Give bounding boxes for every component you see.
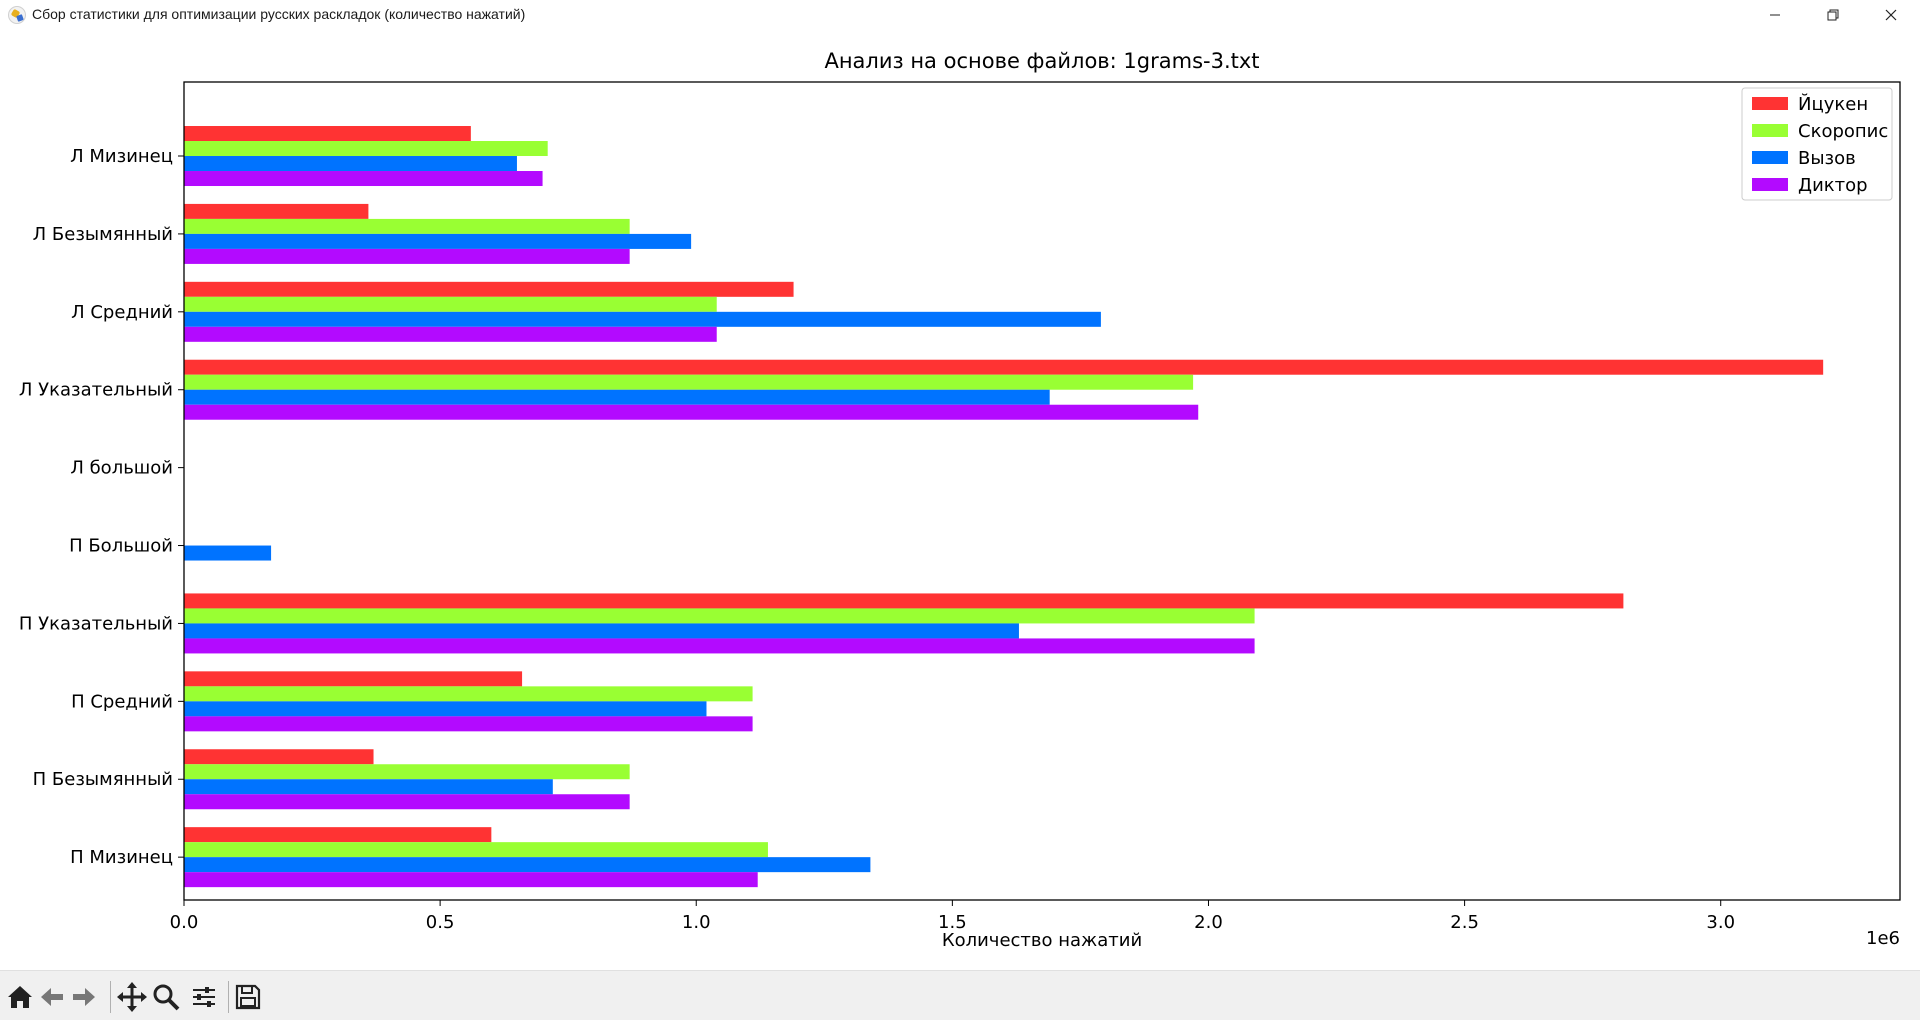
bar [184,546,271,561]
bar [184,623,1019,638]
back-button[interactable] [36,981,68,1013]
y-tick-label: Л большой [70,458,173,479]
x-offset-label: 1e6 [1866,928,1900,949]
bar [184,857,870,872]
configure-subplots-icon [190,983,218,1011]
bar [184,827,491,842]
x-tick-label: 2.0 [1194,912,1223,933]
y-tick-label: Л Мизинец [70,146,173,167]
configure-subplots-button[interactable] [188,981,220,1013]
window-controls [1746,0,1920,30]
y-tick-label: П Мизинец [70,847,173,868]
bar [184,126,471,141]
toolbar-separator [228,981,229,1013]
x-tick-label: 3.0 [1706,912,1735,933]
zoom-icon [152,983,180,1011]
chart-title: Анализ на основе файлов: 1grams-3.txt [824,49,1259,73]
save-button[interactable] [232,981,264,1013]
bar [184,842,768,857]
home-button[interactable] [4,981,36,1013]
save-icon [234,983,262,1011]
bar [184,282,794,297]
bar [184,390,1050,405]
bar [184,297,717,312]
bar [184,608,1255,623]
bar [184,327,717,342]
bar [184,764,630,779]
legend-swatch [1752,124,1788,137]
bar [184,204,368,219]
bar [184,794,630,809]
window-title: Сбор статистики для оптимизации русских … [32,6,525,22]
y-tick-label: Л Указательный [19,380,173,401]
y-tick-label: П Безымянный [33,769,173,790]
bar [184,701,706,716]
bar [184,249,630,264]
y-tick-label: П Большой [69,536,173,557]
restore-button[interactable] [1804,0,1862,30]
title-bar: Сбор статистики для оптимизации русских … [0,0,1920,30]
y-tick-label: П Средний [71,691,173,712]
bar [184,638,1255,653]
bar [184,360,1823,375]
toolbar-separator [110,981,111,1013]
home-icon [6,983,34,1011]
close-icon [1885,9,1897,21]
bar [184,234,691,249]
x-tick-label: 1.0 [682,912,711,933]
pan-icon [117,982,147,1012]
chart-area: Анализ на основе файлов: 1grams-3.txt Л … [0,30,1920,970]
bar [184,156,517,171]
minimize-button[interactable] [1746,0,1804,30]
bar [184,593,1623,608]
x-tick-label: 2.5 [1450,912,1479,933]
back-icon [38,983,66,1011]
legend-entry: Скоропис [1798,121,1888,142]
legend-entry: Диктор [1798,175,1868,196]
bar [184,671,522,686]
zoom-button[interactable] [150,981,182,1013]
bar [184,171,543,186]
legend: Йцукен Скоропис Вызов Диктор [1742,88,1892,200]
restore-icon [1827,9,1839,21]
x-tick-label: 0.0 [170,912,199,933]
forward-button[interactable] [68,981,100,1013]
legend-entry: Йцукен [1798,93,1868,115]
y-tick-label: Л Безымянный [33,224,173,245]
x-tick-label: 0.5 [426,912,455,933]
bar [184,312,1101,327]
y-tick-label: Л Средний [71,302,173,323]
legend-swatch [1752,178,1788,191]
minimize-icon [1769,9,1781,21]
bar-chart: Анализ на основе файлов: 1grams-3.txt Л … [0,30,1920,970]
pan-button[interactable] [116,981,148,1013]
legend-swatch [1752,151,1788,164]
x-axis-label: Количество нажатий [942,930,1142,951]
bar [184,375,1193,390]
bar [184,141,548,156]
legend-swatch [1752,97,1788,110]
forward-icon [70,983,98,1011]
bar [184,779,553,794]
navigation-toolbar [0,970,1920,1020]
app-icon [8,6,26,24]
bar [184,405,1198,420]
close-button[interactable] [1862,0,1920,30]
bar [184,219,630,234]
legend-entry: Вызов [1798,148,1856,169]
bar [184,872,758,887]
y-tick-label: П Указательный [19,613,173,634]
bar [184,686,753,701]
bar [184,749,374,764]
bar [184,716,753,731]
